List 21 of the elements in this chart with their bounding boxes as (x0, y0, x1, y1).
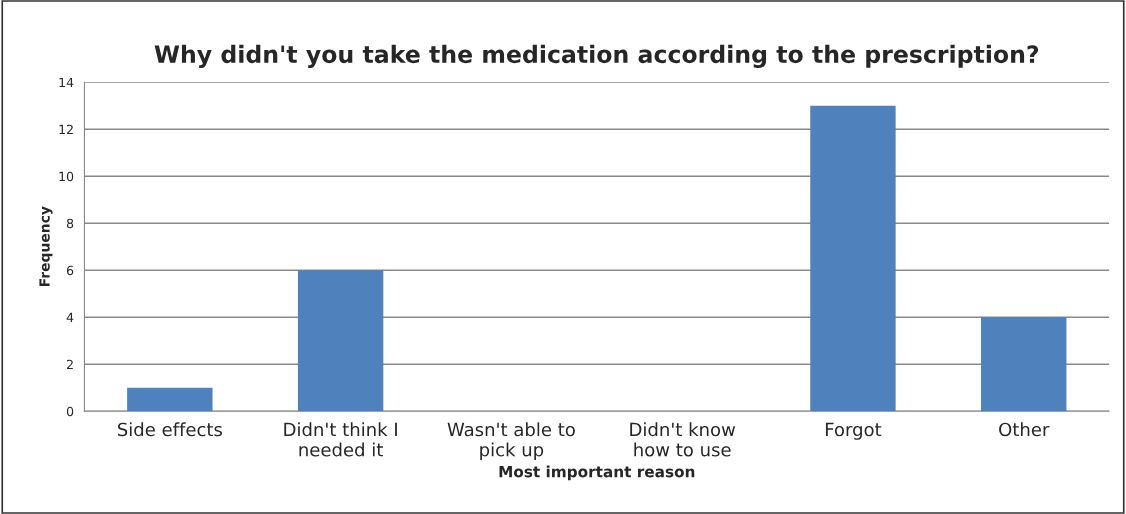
x-tick-label: Didn't think I needed it (284, 422, 397, 457)
y-tick-label: 12 (59, 124, 73, 134)
x-tick-label: Other (999, 422, 1050, 437)
x-axis-title: Most important reason (499, 465, 695, 481)
bar (810, 105, 896, 412)
y-tick-label: 6 (66, 265, 74, 276)
y-tick-label: 10 (59, 171, 74, 182)
x-tick-label: Side effects (117, 422, 223, 437)
y-tick-label: 8 (66, 218, 74, 229)
x-tick-label: Wasn't able to pick up (447, 422, 575, 460)
bar (297, 270, 384, 412)
x-tick-label: Forgot (825, 422, 882, 440)
y-axis-title: Frequency (39, 206, 53, 287)
y-tick-label: 2 (67, 359, 73, 369)
bar (981, 317, 1067, 412)
y-tick-label: 0 (66, 406, 74, 417)
x-tick-label: Didn't know how to use (630, 422, 736, 457)
y-tick-label: 14 (59, 77, 74, 87)
bar (127, 387, 213, 412)
chart-title: Why didn't you take the medication according to the prescription? (154, 44, 1039, 68)
y-tick-label: 4 (66, 312, 74, 322)
